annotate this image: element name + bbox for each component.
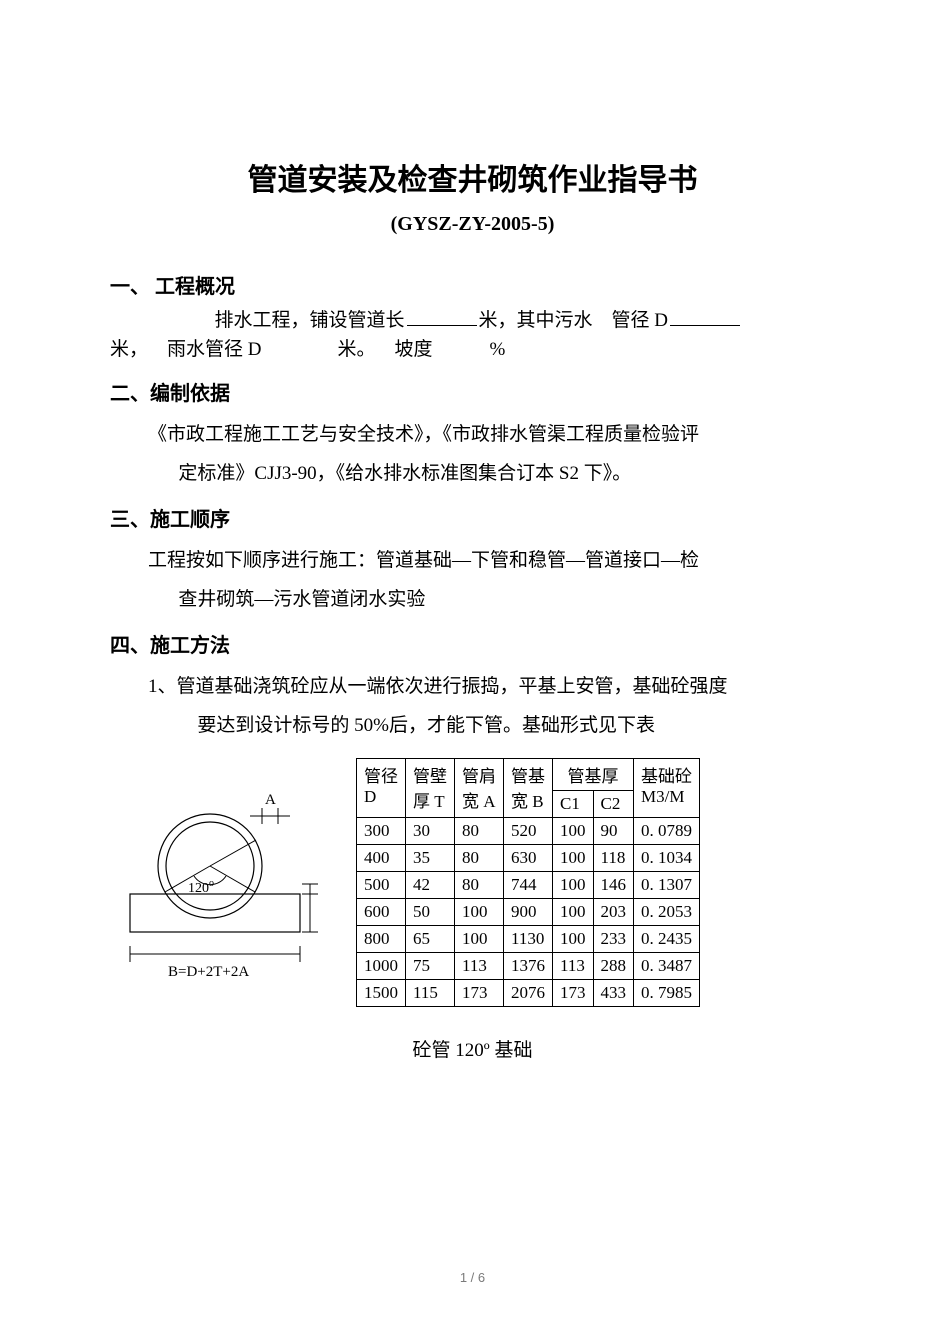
cell-d: 1500 bbox=[357, 980, 406, 1007]
cell-b: 630 bbox=[504, 845, 553, 872]
table-row: 50042807441001460. 1307 bbox=[357, 872, 700, 899]
section-3-line-2: 查井砌筑—污水管道闭水实验 bbox=[110, 585, 835, 614]
th-shoulder: 管肩宽 A bbox=[455, 759, 504, 818]
cell-a: 80 bbox=[455, 845, 504, 872]
cell-d: 800 bbox=[357, 926, 406, 953]
document-title: 管道安装及检查井砌筑作业指导书 bbox=[110, 155, 835, 199]
th-concrete: 基础砼M3/M bbox=[634, 759, 700, 818]
cell-c1: 113 bbox=[553, 953, 594, 980]
pipe-cross-section-svg: 120o A B=D+2T+2A bbox=[110, 786, 330, 996]
th-diameter: 管径D bbox=[357, 759, 406, 818]
section-4-line-2: 要达到设计标号的 50%后，才能下管。基础形式见下表 bbox=[110, 711, 835, 740]
section-2-line-1: 《市政工程施工工艺与安全技术》，《市政排水管渠工程质量检验评 bbox=[110, 420, 835, 449]
section-3-heading: 三、施工顺序 bbox=[110, 503, 835, 532]
cell-c1: 100 bbox=[553, 845, 594, 872]
cell-t: 35 bbox=[406, 845, 455, 872]
table-row: 600501009001002030. 2053 bbox=[357, 899, 700, 926]
cell-m: 0. 1034 bbox=[634, 845, 700, 872]
cell-d: 400 bbox=[357, 845, 406, 872]
section-4-heading: 四、施工方法 bbox=[110, 629, 835, 658]
table-row: 150011517320761734330. 7985 bbox=[357, 980, 700, 1007]
label-A: A bbox=[265, 792, 276, 808]
angle-value: 120o bbox=[188, 878, 214, 896]
cell-t: 42 bbox=[406, 872, 455, 899]
cell-a: 100 bbox=[455, 926, 504, 953]
th-base-thick: 管基厚 bbox=[553, 759, 634, 791]
section-4-line-1: 1、管道基础浇筑砼应从一端依次进行振捣，平基上安管，基础砼强度 bbox=[110, 672, 835, 701]
th-wall: 管壁厚 T bbox=[406, 759, 455, 818]
cell-t: 50 bbox=[406, 899, 455, 926]
cell-a: 80 bbox=[455, 818, 504, 845]
cell-b: 520 bbox=[504, 818, 553, 845]
th-base-width: 管基宽 B bbox=[504, 759, 553, 818]
blank-length bbox=[407, 305, 477, 326]
cell-a: 80 bbox=[455, 872, 504, 899]
cell-c2: 233 bbox=[593, 926, 634, 953]
cell-m: 0. 2053 bbox=[634, 899, 700, 926]
cell-d: 600 bbox=[357, 899, 406, 926]
cell-a: 113 bbox=[455, 953, 504, 980]
section-2-heading: 二、编制依据 bbox=[110, 377, 835, 406]
blank-diameter bbox=[670, 305, 740, 326]
cell-a: 100 bbox=[455, 899, 504, 926]
cell-c2: 288 bbox=[593, 953, 634, 980]
table-row: 3003080520100900. 0789 bbox=[357, 818, 700, 845]
cell-c2: 203 bbox=[593, 899, 634, 926]
cell-d: 300 bbox=[357, 818, 406, 845]
cell-m: 0. 1307 bbox=[634, 872, 700, 899]
cell-c2: 90 bbox=[593, 818, 634, 845]
cell-c2: 433 bbox=[593, 980, 634, 1007]
s1-text-2: 米，其中污水 管径 D bbox=[479, 310, 668, 331]
section-1-body-2: 米， 雨水管径 D 米。 坡度 % bbox=[110, 335, 835, 364]
figure-caption: 砼管 120º 基础 bbox=[110, 1035, 835, 1062]
s1-text-1: 排水工程，铺设管道长 bbox=[215, 310, 405, 331]
cell-m: 0. 7985 bbox=[634, 980, 700, 1007]
cell-t: 75 bbox=[406, 953, 455, 980]
cell-b: 1130 bbox=[504, 926, 553, 953]
section-2-line-2: 定标准》CJJ3-90，《给水排水标准图集合订本 S2 下》。 bbox=[110, 459, 835, 488]
cell-c1: 100 bbox=[553, 818, 594, 845]
table-body: 3003080520100900. 078940035806301001180.… bbox=[357, 818, 700, 1007]
foundation-table: 管径D 管壁厚 T 管肩宽 A 管基宽 B 管基厚 基础砼M3/M C1 C2 … bbox=[356, 758, 700, 1007]
cell-c1: 100 bbox=[553, 899, 594, 926]
figure-and-table-row: 120o A B=D+2T+2A 管径D 管壁厚 T 管肩宽 A 管基宽 B bbox=[110, 758, 835, 1007]
cell-m: 0. 0789 bbox=[634, 818, 700, 845]
cell-t: 30 bbox=[406, 818, 455, 845]
cell-d: 1000 bbox=[357, 953, 406, 980]
section-3-line-1: 工程按如下顺序进行施工：管道基础—下管和稳管—管道接口—检 bbox=[110, 546, 835, 575]
cell-b: 744 bbox=[504, 872, 553, 899]
cell-t: 115 bbox=[406, 980, 455, 1007]
cell-b: 1376 bbox=[504, 953, 553, 980]
cell-c2: 146 bbox=[593, 872, 634, 899]
formula-label: B=D+2T+2A bbox=[168, 964, 249, 980]
cell-m: 0. 3487 bbox=[634, 953, 700, 980]
th-c1: C1 bbox=[553, 791, 594, 818]
cell-b: 2076 bbox=[504, 980, 553, 1007]
cell-c2: 118 bbox=[593, 845, 634, 872]
page-number: 1 / 6 bbox=[0, 1270, 945, 1285]
pipe-diagram: 120o A B=D+2T+2A bbox=[110, 758, 330, 996]
document-code: (GYSZ-ZY-2005-5) bbox=[110, 213, 835, 236]
cell-t: 65 bbox=[406, 926, 455, 953]
cell-b: 900 bbox=[504, 899, 553, 926]
table-row: 40035806301001180. 1034 bbox=[357, 845, 700, 872]
section-1-heading: 一、 工程概况 bbox=[110, 270, 835, 299]
table-header-row-1: 管径D 管壁厚 T 管肩宽 A 管基宽 B 管基厚 基础砼M3/M bbox=[357, 759, 700, 791]
section-1-body: 排水工程，铺设管道长 米，其中污水 管径 D bbox=[215, 305, 836, 335]
th-c2: C2 bbox=[593, 791, 634, 818]
cell-c1: 100 bbox=[553, 872, 594, 899]
cell-a: 173 bbox=[455, 980, 504, 1007]
table-row: 8006510011301002330. 2435 bbox=[357, 926, 700, 953]
cell-c1: 100 bbox=[553, 926, 594, 953]
table-row: 10007511313761132880. 3487 bbox=[357, 953, 700, 980]
cell-m: 0. 2435 bbox=[634, 926, 700, 953]
cell-d: 500 bbox=[357, 872, 406, 899]
cell-c1: 173 bbox=[553, 980, 594, 1007]
